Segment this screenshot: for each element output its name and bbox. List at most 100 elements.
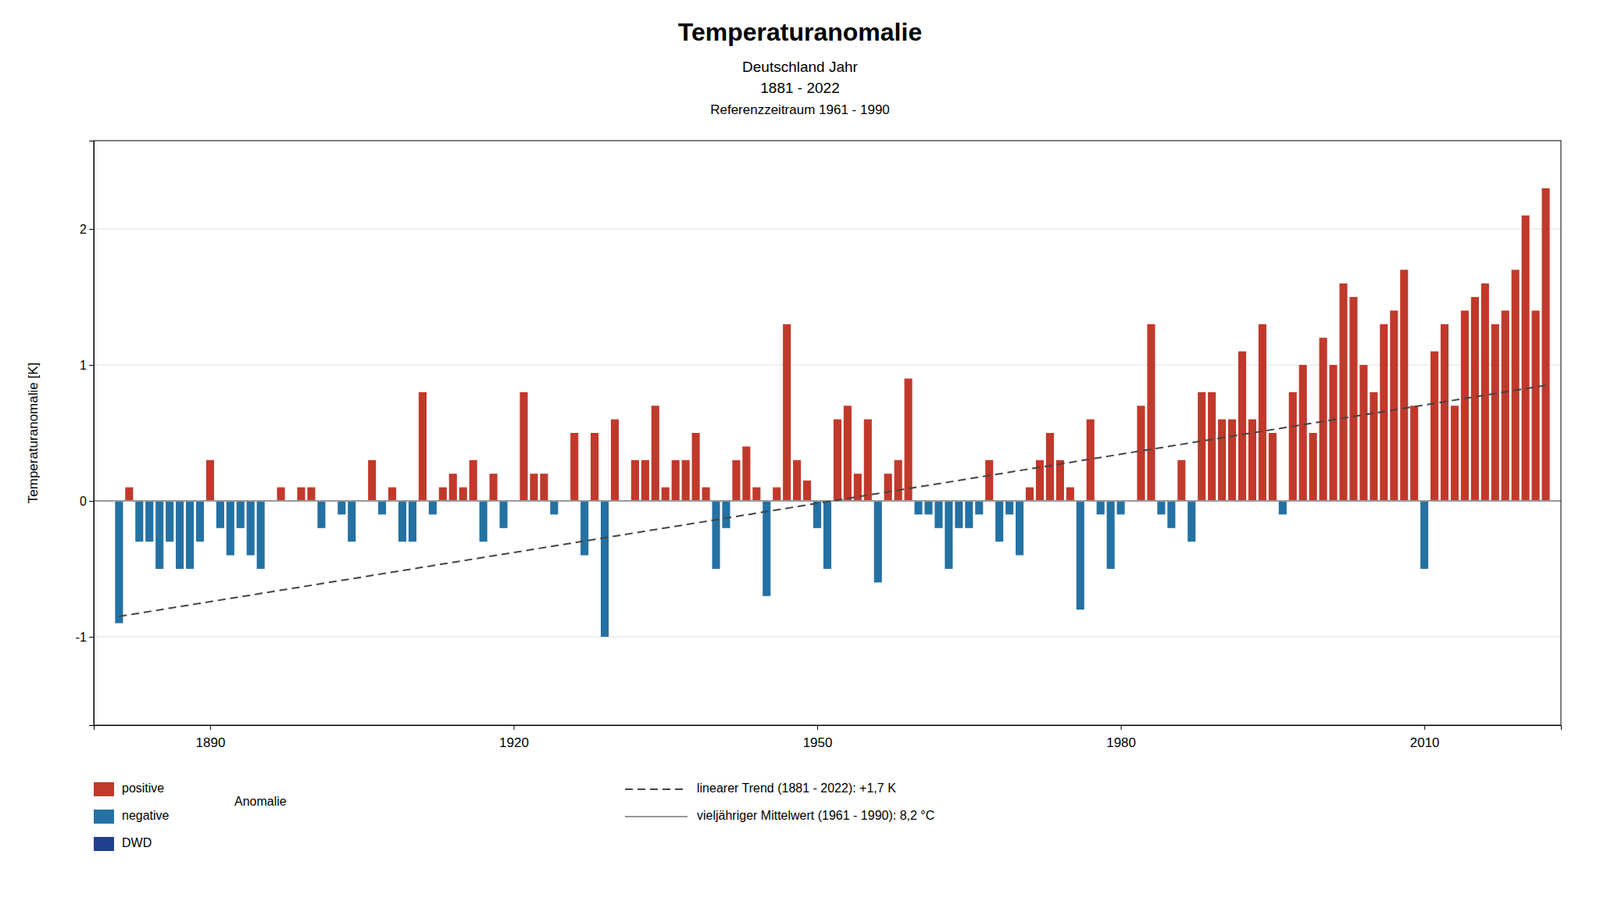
bar [1096, 500, 1105, 515]
bar [1329, 364, 1338, 501]
bar [347, 500, 356, 542]
bar [590, 432, 599, 501]
bar [367, 460, 376, 501]
bar [752, 487, 761, 501]
x-tick: 1950 [803, 725, 833, 750]
bar [1309, 432, 1318, 501]
legend-label: Anomalie [234, 794, 287, 808]
y-tick: 0 [79, 494, 94, 508]
legend-line [625, 788, 688, 790]
bar [145, 500, 154, 542]
bar [1015, 500, 1024, 556]
bar [135, 500, 143, 542]
bar [995, 500, 1004, 542]
bar [206, 460, 215, 501]
bar [539, 473, 548, 501]
bar [1187, 500, 1196, 542]
bar [337, 500, 346, 515]
bar [1197, 392, 1206, 501]
bar [985, 460, 993, 501]
x-tick-mark [817, 725, 818, 730]
legend-swatch [93, 782, 115, 797]
bar [671, 460, 680, 501]
bar [277, 487, 286, 501]
bar [1389, 310, 1398, 501]
bar [833, 419, 842, 501]
bar [307, 487, 315, 501]
bar [388, 487, 397, 501]
bar [469, 460, 478, 501]
bar [378, 500, 386, 515]
legend-swatch [93, 836, 115, 851]
line [118, 385, 1546, 617]
bar [459, 487, 468, 501]
bar [1207, 392, 1216, 501]
y-axis-line [89, 141, 95, 726]
bar [1471, 296, 1479, 501]
bar [519, 392, 528, 501]
bar [1542, 188, 1550, 501]
subtitle: Deutschland Jahr [742, 58, 859, 75]
bar [1117, 500, 1125, 515]
x-tick-mark [513, 725, 515, 730]
bar [428, 500, 437, 515]
x-tick-label: 1950 [803, 735, 833, 750]
bar [661, 487, 670, 501]
bar [1501, 310, 1510, 501]
bar [692, 432, 700, 501]
bar [1217, 419, 1226, 501]
legend-label: vieljähriger Mittelwert (1961 - 1990): 8… [696, 808, 935, 822]
subtitle: Referenzzeitraum 1961 - 1990 [710, 102, 890, 118]
bar [1430, 351, 1439, 501]
y-tick-mark [89, 636, 94, 638]
bar [155, 500, 164, 569]
bar [1278, 500, 1287, 515]
bar [125, 487, 133, 501]
bar [874, 500, 883, 583]
x-tick: 1920 [499, 725, 529, 750]
bar [165, 500, 174, 542]
bar [711, 500, 720, 569]
bar [894, 460, 903, 501]
x-tick: 1980 [1106, 725, 1136, 750]
x-tick-mark [1424, 725, 1425, 730]
y-axis-title: Temperaturanomalie [K] [25, 362, 41, 504]
bar [408, 500, 417, 542]
bar [216, 500, 225, 529]
grid [93, 228, 1561, 637]
bar [1005, 500, 1014, 515]
bar [1107, 500, 1115, 569]
bar [1076, 500, 1085, 610]
bar [1420, 500, 1429, 569]
bar [296, 487, 305, 501]
bar [1460, 310, 1469, 501]
bar [651, 405, 660, 501]
bar [1299, 364, 1308, 501]
y-tick-mark [89, 500, 94, 502]
legend-label: negative [121, 808, 170, 822]
legend-label: DWD [121, 835, 152, 850]
y-axis: -1012 [75, 141, 95, 726]
bar [682, 460, 690, 501]
bar [1167, 500, 1175, 529]
y-tick: -1 [75, 630, 94, 644]
y-tick-label: -1 [75, 630, 87, 644]
subtitle: 1881 - 2022 [760, 79, 840, 97]
bar [1521, 215, 1530, 501]
y-tick-label: 0 [79, 494, 87, 508]
bar [772, 487, 781, 501]
bar [1289, 392, 1297, 501]
bar [1056, 460, 1065, 501]
x-tick: 1890 [196, 725, 226, 750]
bar [1410, 405, 1418, 501]
bar [964, 500, 973, 529]
y-tick-label: 2 [79, 222, 87, 236]
bar [742, 446, 750, 501]
bar [1228, 419, 1236, 501]
legend-swatch [93, 809, 115, 824]
bar [792, 460, 801, 501]
x-tick-mark [1121, 725, 1122, 730]
bar [580, 500, 589, 556]
x-tick-mark [210, 725, 211, 730]
bar [610, 419, 619, 501]
